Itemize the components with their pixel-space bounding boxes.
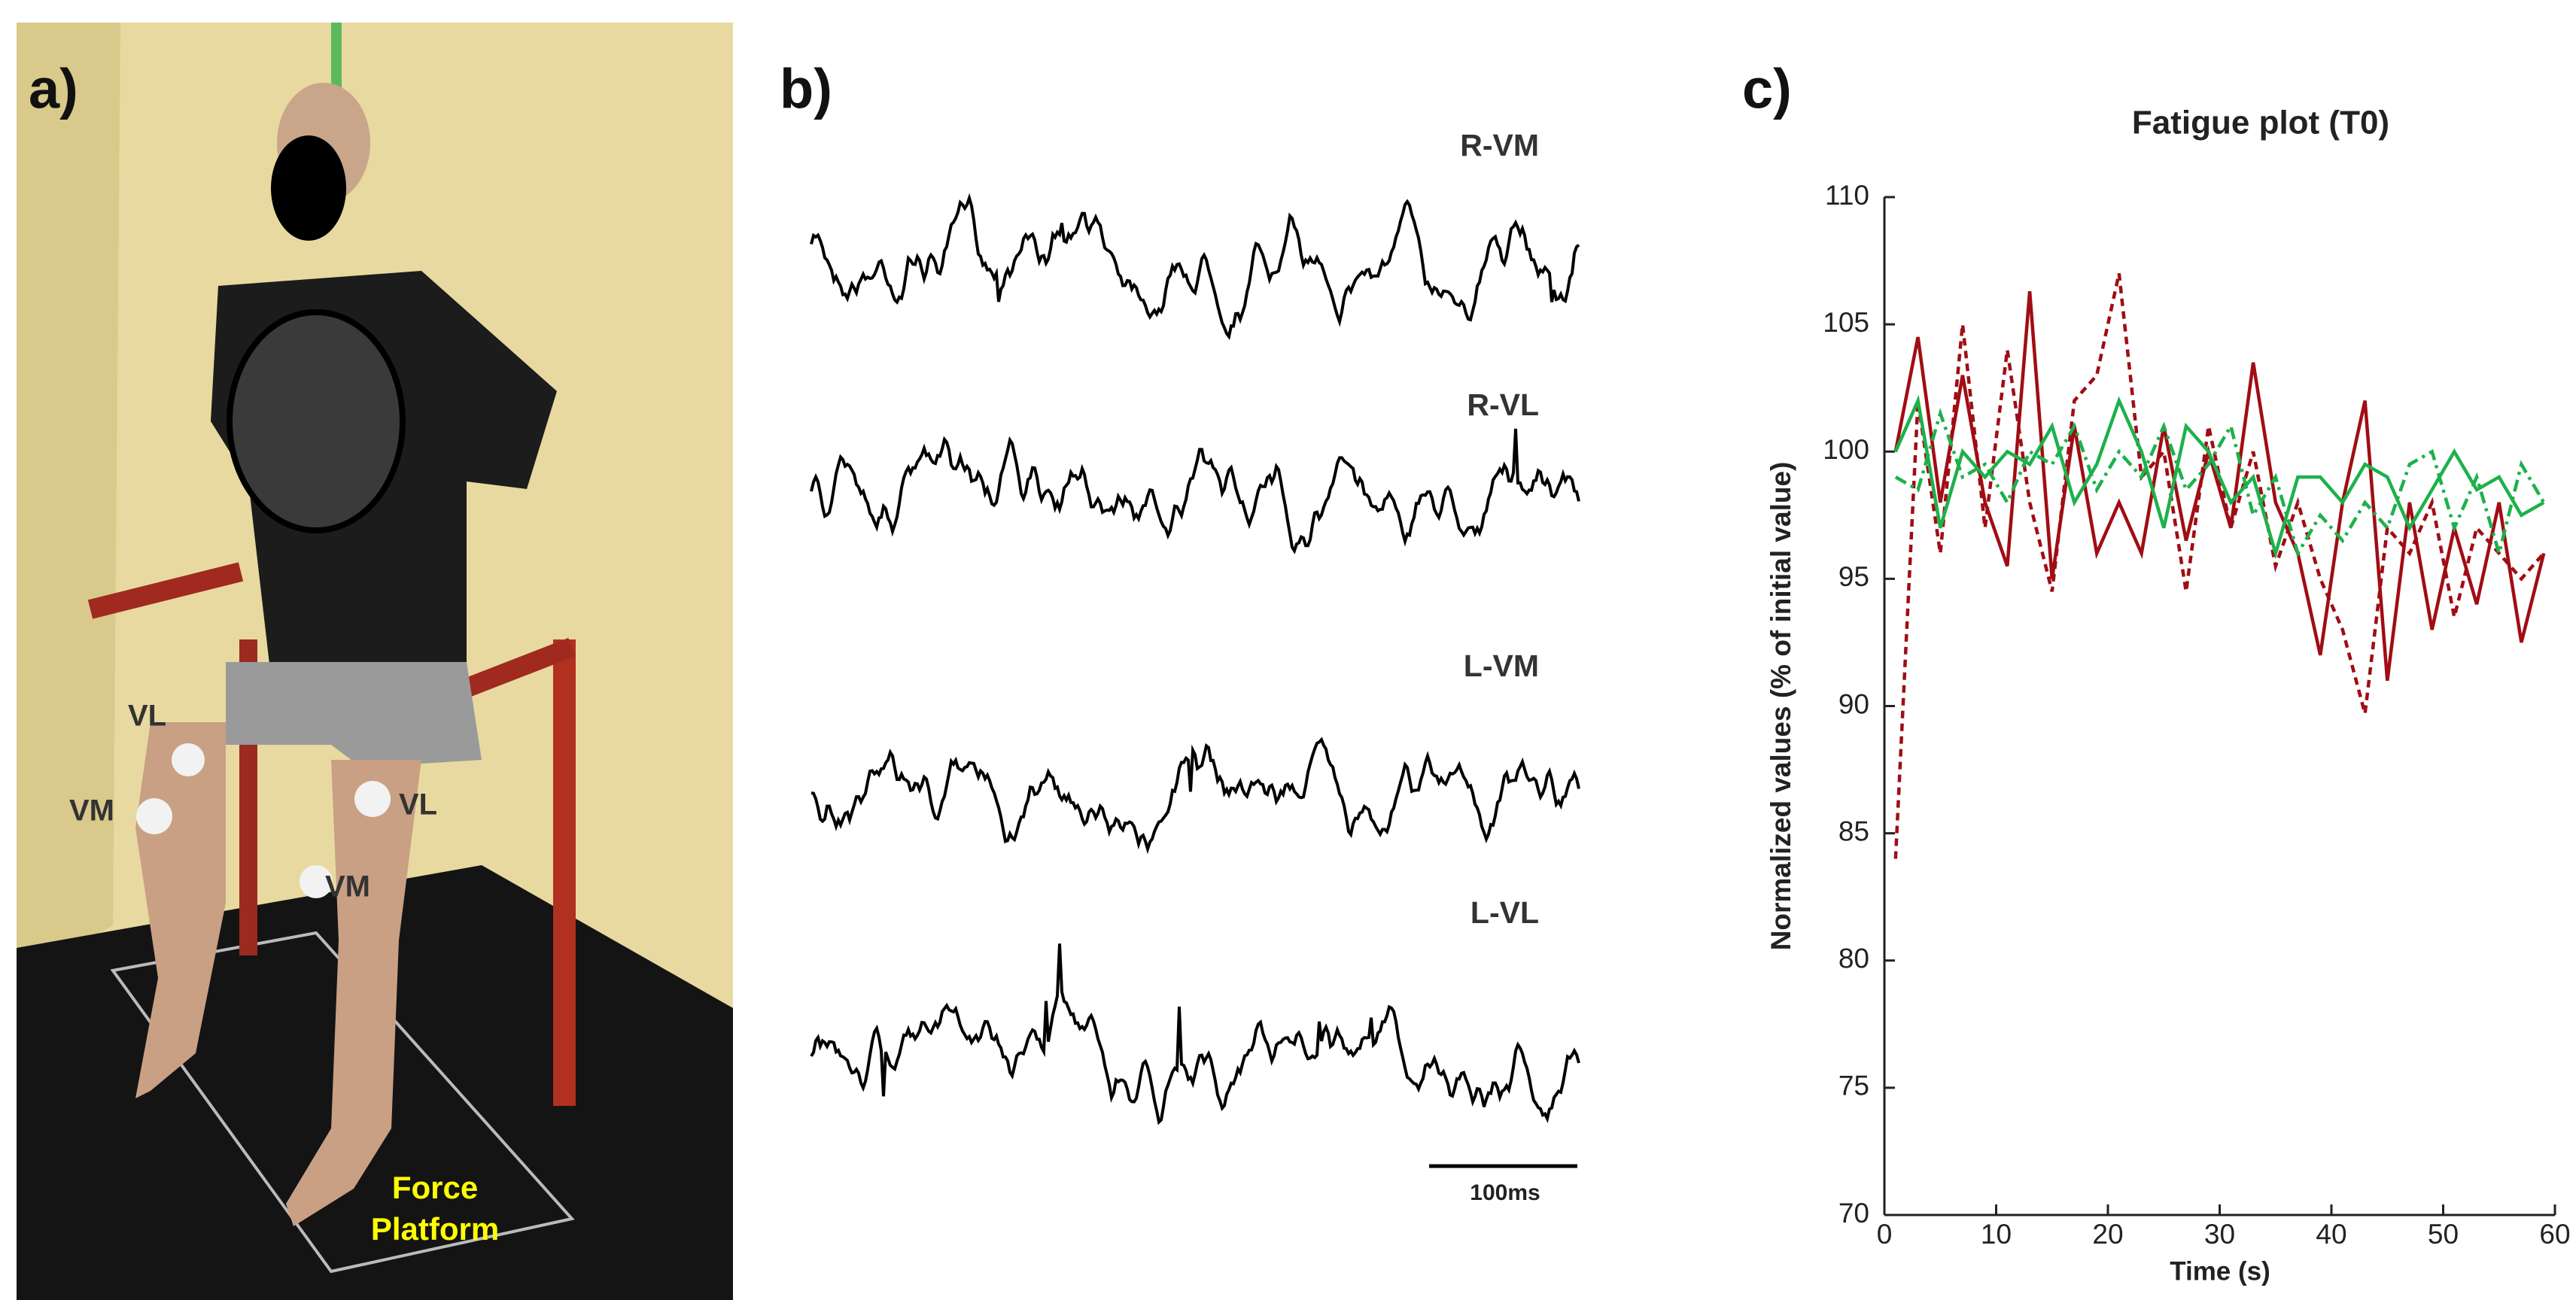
- chart-title: Fatigue plot (T0): [2132, 105, 2389, 141]
- trace-label: L-VM: [1464, 648, 1539, 683]
- x-tick-label: 60: [2539, 1219, 2570, 1250]
- x-tick-label: 20: [2092, 1219, 2123, 1250]
- x-tick-label: 40: [2316, 1219, 2346, 1250]
- data-line: [1894, 408, 2546, 560]
- data-line: [1893, 273, 2545, 859]
- emg-traces: [810, 193, 1580, 1125]
- electrode-label: VL: [128, 700, 166, 733]
- y-tick-label: 95: [1838, 561, 1869, 592]
- emg-trace: [810, 428, 1580, 554]
- y-tick-label: 70: [1838, 1198, 1869, 1229]
- x-axis-label: Time (s): [2170, 1256, 2270, 1286]
- y-tick-label: 80: [1838, 943, 1869, 974]
- x-tick-label: 50: [2428, 1219, 2459, 1250]
- platform-label: Force: [392, 1170, 478, 1205]
- trace-label: R-VM: [1460, 128, 1539, 162]
- electrode-label: VL: [399, 788, 437, 822]
- electrode-label: VM: [325, 870, 370, 904]
- y-tick-label: 100: [1823, 434, 1869, 465]
- y-tick-label: 85: [1838, 816, 1869, 846]
- fatigue-plot: Fatigue plot (T0) Time (s) Normalized valu…: [1765, 105, 2571, 1286]
- data-line: [1893, 394, 2545, 560]
- y-tick-label: 110: [1825, 180, 1869, 211]
- y-tick-label: 75: [1838, 1071, 1869, 1101]
- emg-trace: [810, 193, 1580, 340]
- platform-label: Platform: [371, 1211, 499, 1247]
- electrode-label: VM: [69, 794, 114, 828]
- trace-label: R-VL: [1467, 387, 1539, 422]
- panel-label: a): [29, 58, 78, 120]
- x-tick-label: 30: [2204, 1219, 2235, 1250]
- data-line: [1893, 291, 2546, 681]
- x-tick-label: 0: [1877, 1219, 1893, 1250]
- panel-label: c): [1742, 58, 1792, 120]
- emg-trace: [810, 943, 1580, 1125]
- x-tick-label: 10: [1981, 1219, 2012, 1250]
- emg-trace: [811, 737, 1580, 855]
- y-tick-label: 90: [1838, 688, 1869, 719]
- y-axis-label: Normalized values (% of initial value): [1765, 462, 1796, 951]
- panel-label: b): [780, 58, 832, 120]
- y-tick-label: 105: [1823, 307, 1869, 338]
- scale-label: 100ms: [1470, 1180, 1540, 1205]
- photo: [17, 23, 733, 1300]
- trace-label: L-VL: [1470, 895, 1539, 930]
